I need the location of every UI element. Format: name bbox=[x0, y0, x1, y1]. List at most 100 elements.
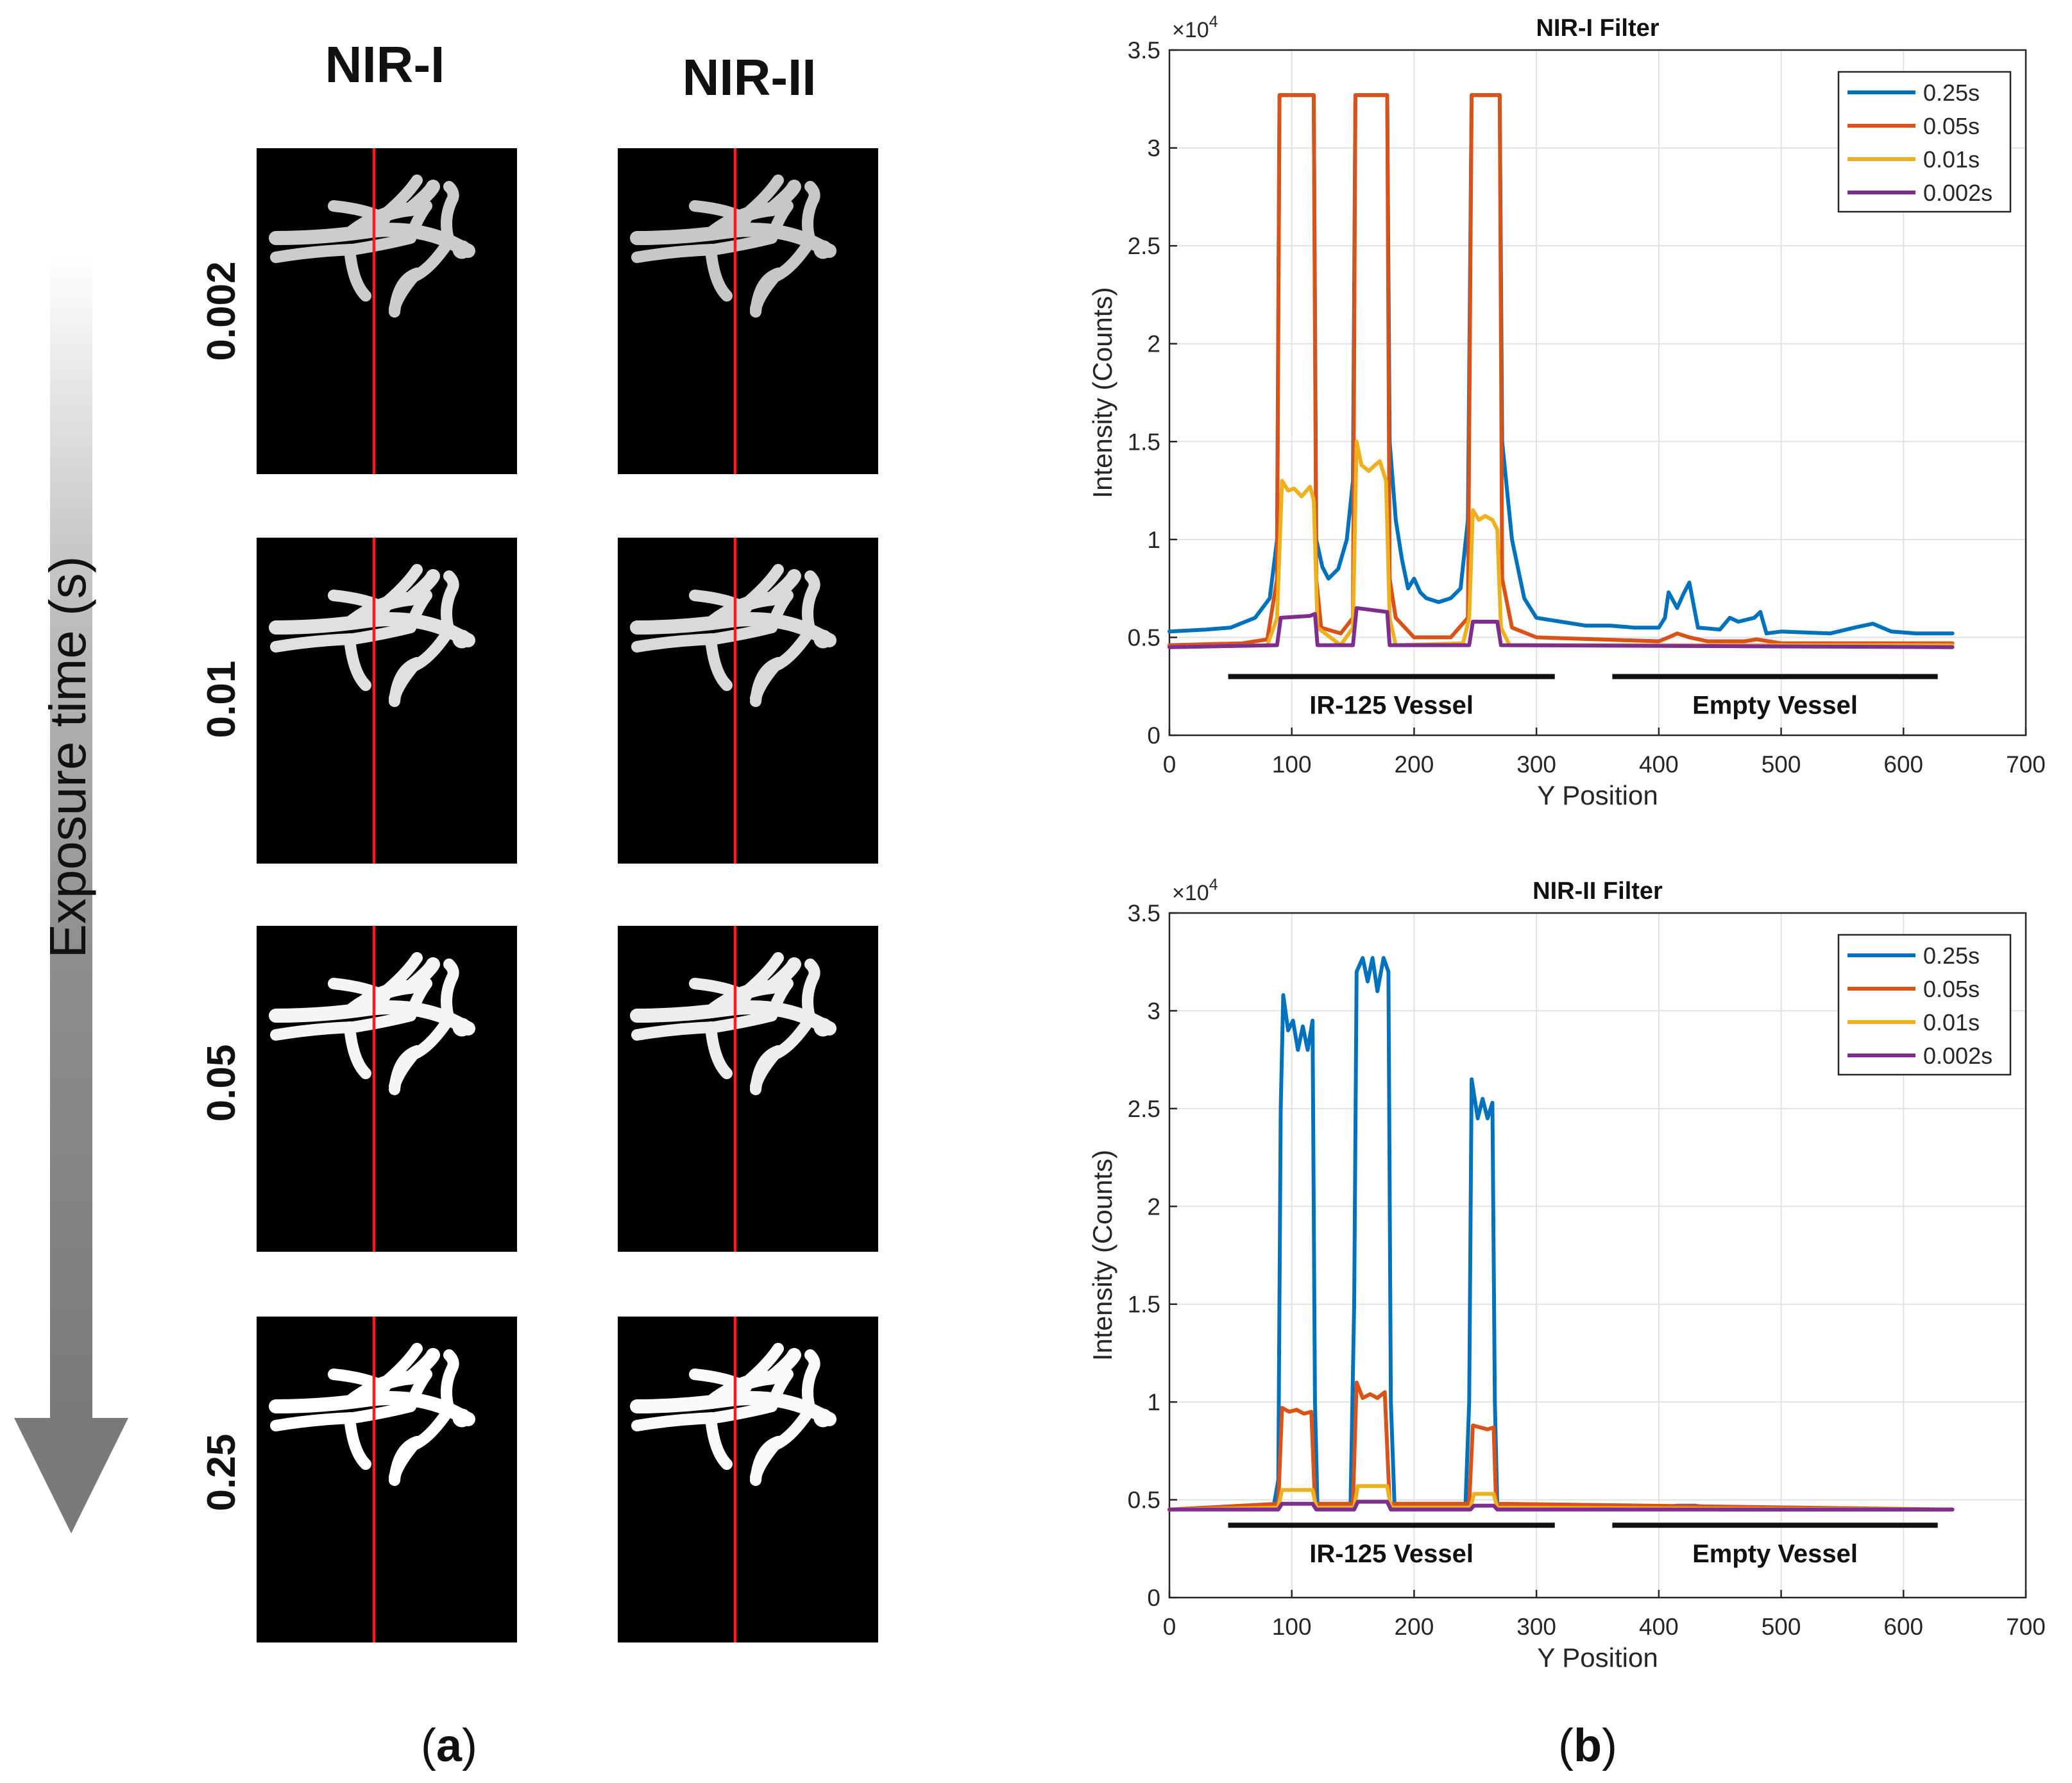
plot-frame bbox=[1168, 49, 2027, 737]
vessel-branch bbox=[369, 564, 423, 617]
vessel-branch bbox=[750, 268, 784, 318]
legend-label: 0.25s bbox=[1923, 943, 1980, 969]
vessel-branch bbox=[731, 952, 784, 1005]
exposure-arrow bbox=[14, 257, 128, 1533]
vessel-phantom bbox=[269, 952, 475, 1095]
col-header-nir-i: NIR-I bbox=[325, 36, 445, 93]
vessel-branch bbox=[369, 1343, 423, 1396]
x-tick-label: 400 bbox=[1639, 751, 1679, 778]
x-tick-label: 600 bbox=[1883, 1614, 1923, 1640]
series-line-0.01s bbox=[1168, 439, 1955, 649]
annotation-label: IR-125 Vessel bbox=[1309, 1540, 1473, 1568]
x-axis-label: Y Position bbox=[1537, 1642, 1658, 1673]
y-tick-label: 3 bbox=[1147, 998, 1160, 1024]
legend-label: 0.25s bbox=[1923, 80, 1980, 106]
panel-b: 0 100 200 300 400 500 600 70000.511.522.533.5×1… bbox=[1087, 13, 2046, 1771]
series-line-0.05s bbox=[1168, 93, 1955, 647]
vessel-phantom bbox=[269, 175, 475, 318]
series-line-0.25s bbox=[1168, 956, 1955, 1512]
ticks: 0 100 200 300 400 500 600 700 0 0.5 1 1.5 2 2.5 3 3.5 bbox=[1128, 900, 2046, 1640]
vessel-branch bbox=[707, 957, 801, 1016]
vessel-branch bbox=[705, 633, 733, 691]
image-panel-nir-ii-0.25 bbox=[618, 1317, 878, 1642]
series-line-0.05s bbox=[1168, 1380, 1955, 1512]
image-background bbox=[618, 148, 878, 474]
vessel-branch bbox=[344, 633, 371, 691]
vessel-branch bbox=[705, 1021, 733, 1079]
annotations: IR-125 Vessel Empty Vessel bbox=[1228, 674, 1938, 719]
legend-label: 0.05s bbox=[1923, 976, 1980, 1002]
image-background bbox=[257, 926, 517, 1252]
y-axis-exponent: ×104 bbox=[1172, 13, 1218, 42]
image-background bbox=[618, 538, 878, 864]
x-tick-label: 500 bbox=[1762, 751, 1801, 778]
plot-frame bbox=[1168, 912, 2027, 1599]
y-tick-label: 0 bbox=[1147, 722, 1160, 749]
annotation-label: Empty Vessel bbox=[1692, 691, 1858, 719]
chart-nir-ii-filter: 0 100 200 300 400 500 600 700 0 0.5 1 1.5 2 2.5 3 3.5 ×1… bbox=[1087, 876, 2046, 1673]
image-panel-nir-i-0.05 bbox=[257, 926, 517, 1252]
x-tick-label: 500 bbox=[1762, 1614, 1801, 1640]
vessel-branch bbox=[750, 657, 784, 707]
x-tick-label: 300 bbox=[1516, 751, 1556, 778]
vessel-phantom bbox=[630, 175, 836, 318]
vessel-branch bbox=[766, 590, 794, 633]
x-tick-label: 600 bbox=[1883, 751, 1923, 778]
vessel-tip bbox=[452, 240, 471, 259]
y-tick-label: 2.5 bbox=[1128, 233, 1160, 259]
x-tick-label: 400 bbox=[1639, 1614, 1679, 1640]
vessel-branch bbox=[766, 1369, 794, 1412]
vessel-branch bbox=[346, 569, 440, 628]
exposure-axis-label: Exposure time (s) bbox=[39, 556, 96, 959]
vessel-branch bbox=[441, 959, 459, 1025]
vessel-branch bbox=[731, 1343, 784, 1396]
vessel-branch bbox=[802, 959, 820, 1025]
vessel-branch bbox=[705, 244, 733, 302]
vessel-branch bbox=[750, 1045, 784, 1095]
legend-box bbox=[1837, 71, 2012, 213]
legend: 0.25s 0.05s 0.01s 0.002s bbox=[1837, 71, 2012, 213]
ticks: 0 100 200 300 400 500 600 700 0 0.5 1 1.5 2 2.5 3 3.5 bbox=[1128, 37, 2046, 778]
vessel-branch bbox=[344, 1412, 371, 1470]
chart-title: NIR-I Filter bbox=[1536, 15, 1659, 42]
caption-b: (b) bbox=[1558, 1720, 1617, 1771]
y-tick-label: 0.5 bbox=[1128, 1487, 1160, 1514]
vessel-branch bbox=[441, 570, 459, 636]
image-background bbox=[257, 538, 517, 864]
legend-label: 0.002s bbox=[1923, 180, 1992, 206]
image-panel-nir-i-0.002 bbox=[257, 148, 517, 474]
image-panel-nir-i-0.01 bbox=[257, 538, 517, 864]
vessel-branch bbox=[731, 564, 784, 617]
vessel-phantom bbox=[269, 564, 475, 707]
image-background bbox=[257, 148, 517, 474]
image-panels bbox=[257, 148, 878, 1642]
vessel-branch bbox=[731, 175, 784, 228]
vessel-phantom bbox=[630, 564, 836, 707]
x-tick-label: 0 bbox=[1163, 1614, 1176, 1640]
x-tick-label: 100 bbox=[1272, 1614, 1312, 1640]
series bbox=[1168, 93, 1955, 649]
legend: 0.25s 0.05s 0.01s 0.002s bbox=[1837, 934, 2012, 1076]
y-tick-label: 2 bbox=[1147, 1193, 1160, 1220]
series-line-0.002s bbox=[1168, 1499, 1955, 1512]
image-background bbox=[618, 1317, 878, 1642]
chart-nir-i-filter: 0 100 200 300 400 500 600 700 0 0.5 1 1.5 2 2.5 3 3.5 ×1… bbox=[1087, 13, 2046, 810]
row-label-0.002: 0.002 bbox=[200, 261, 244, 361]
vessel-phantom bbox=[269, 1343, 475, 1486]
y-tick-label: 3 bbox=[1147, 135, 1160, 162]
vessel-tip bbox=[452, 1018, 471, 1037]
panel-a: NIR-I NIR-II Exposure time (s) 0.002 0.0… bbox=[14, 36, 878, 1771]
vessel-branch bbox=[750, 1436, 784, 1486]
image-background bbox=[618, 926, 878, 1252]
vessel-branch bbox=[707, 569, 801, 628]
vessel-tip bbox=[813, 240, 833, 259]
chart-title: NIR-II Filter bbox=[1533, 878, 1663, 905]
vessel-branch bbox=[707, 180, 801, 239]
vessel-branch bbox=[405, 978, 432, 1021]
y-tick-label: 0.5 bbox=[1128, 624, 1160, 651]
vessel-branch bbox=[705, 1412, 733, 1470]
vessel-branch bbox=[346, 180, 440, 239]
vessel-branch bbox=[802, 181, 820, 247]
y-tick-label: 1.5 bbox=[1128, 1292, 1160, 1318]
